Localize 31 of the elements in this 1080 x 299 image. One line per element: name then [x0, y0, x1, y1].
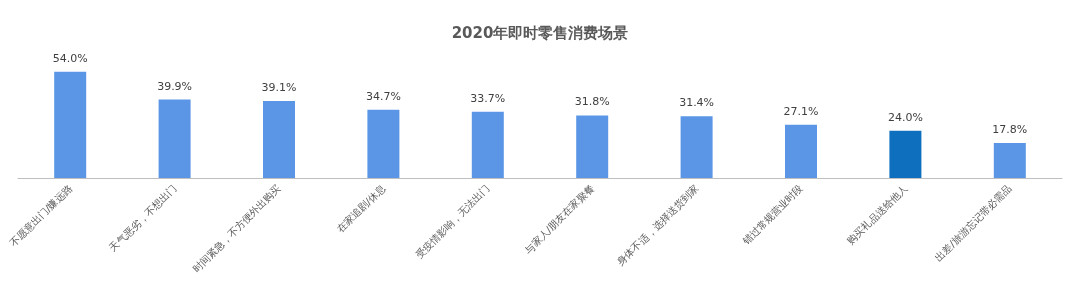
x-tick-label: 在家追剧/休息 [334, 182, 388, 235]
bar [158, 99, 191, 178]
data-label: 33.7% [470, 91, 506, 105]
bar [367, 109, 400, 178]
x-tick-label: 与家人/朋友在家聚餐 [522, 182, 597, 256]
data-label: 31.8% [574, 95, 610, 109]
bar [471, 111, 504, 178]
x-tick-label: 时间紧急，不方便外出购买 [190, 182, 283, 275]
x-tick-label: 购买礼品送给他人 [844, 182, 910, 247]
data-label: 54.0% [52, 51, 88, 65]
data-label: 39.1% [261, 81, 297, 95]
bar [576, 115, 609, 178]
bar [54, 71, 87, 178]
data-label: 24.0% [887, 110, 923, 124]
bar [993, 142, 1026, 178]
x-tick-label: 不愿意出门/嫌远路 [7, 182, 75, 249]
data-label: 31.4% [679, 96, 715, 110]
x-tick-label: 出差/旅游忘记带必需品 [932, 182, 1014, 263]
x-tick-label: 受疫情影响，无法出门 [413, 182, 492, 261]
chart-title: 2020年即时零售消费场景 [451, 23, 629, 42]
x-tick-label: 天气恶劣，不想出门 [107, 182, 179, 254]
x-tick-label: 身体不适，选择送货到家 [614, 182, 701, 268]
data-label: 17.8% [992, 122, 1028, 136]
bar [889, 130, 922, 178]
x-tick-label: 错过常规营业时段 [739, 182, 805, 248]
data-label: 34.7% [365, 89, 401, 103]
bar [680, 116, 713, 178]
data-label: 39.9% [157, 79, 193, 93]
bar [263, 101, 295, 178]
bar [785, 124, 817, 178]
data-label: 27.1% [783, 104, 819, 118]
